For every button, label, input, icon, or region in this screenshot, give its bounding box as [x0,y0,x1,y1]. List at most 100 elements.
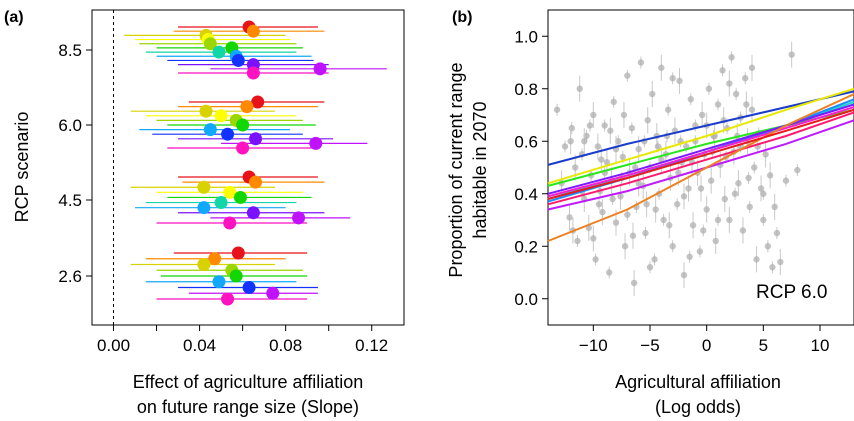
panel-b-y-axis-title-line-2: habitable in 2070 [470,101,490,238]
observation-point [794,166,801,174]
observation-point [630,279,638,287]
panel-b-plot-frame [547,9,854,326]
estimate-point [246,66,260,80]
observation-point [574,237,581,245]
observation-point [553,106,561,113]
observation-point [714,216,722,224]
observation-point [572,164,579,171]
observation-point [788,51,795,58]
observation-point [743,101,750,108]
estimate-point [197,258,211,271]
observation-point [646,264,654,271]
estimate-point [233,190,247,204]
observation-point [595,201,603,208]
estimate-point [223,185,237,199]
observation-point [664,106,672,113]
observation-point [732,90,740,98]
observation-point [685,185,692,192]
panel-b-y-axis: 0.0 0.2 0.4 0.6 0.8 1.0 [514,27,548,309]
observation-point [675,169,682,176]
observation-point [760,190,767,197]
observation-point [652,206,659,213]
observation-point [594,143,602,150]
fit-line [547,87,854,185]
observation-point [603,159,611,166]
estimate-point [208,252,222,266]
observation-point [615,138,622,145]
observation-point [624,72,631,79]
observation-point [705,85,713,92]
observation-point [700,227,707,234]
estimate-point [313,62,327,76]
y-tick-label: 0.8 [514,80,538,99]
panel-a-plot-frame [91,9,405,326]
observation-point [696,248,704,255]
observation-point [637,59,645,66]
observation-point [746,203,753,211]
estimate-point [231,246,245,260]
estimate-point [223,216,237,230]
x-tick-label: 0.08 [269,336,302,355]
observation-point [708,177,715,184]
estimate-point [221,127,235,141]
panel-a-points [197,20,327,306]
observation-point [745,174,752,182]
estimate-point [292,211,306,225]
estimate-point [197,201,211,215]
observation-point [598,156,605,163]
observation-point [644,117,651,124]
observation-point [773,229,781,237]
observation-point [612,219,620,226]
x-tick-label: 5 [759,336,768,355]
observation-point [592,256,599,263]
estimate-point [236,141,250,155]
observation-point [766,172,774,179]
observation-point [601,122,608,129]
observation-point [742,75,749,82]
panel-a-x-axis-title-line-1: Effect of agriculture affiliation [133,372,363,392]
observation-point [607,127,614,134]
estimate-point [212,275,226,289]
observation-point [760,216,767,224]
y-tick-label: 1.0 [514,27,538,46]
estimate-point [214,109,228,123]
estimate-point [203,37,217,51]
observation-point [561,143,569,150]
observation-point [609,195,616,203]
observation-point [649,90,656,98]
observation-point [628,124,636,132]
observation-point [624,211,631,218]
panel-b: (b) 0.0 0.2 0.4 0.6 0.8 1.0 −10 −5 0 5 10 RCP 6.0… [446,9,854,417]
panel-a-label: (a) [4,9,24,26]
panel-b-x-axis-title-line-1: Agricultural affiliation [615,372,781,392]
observation-point [769,264,776,271]
panel-a-x-axis: 0.00 0.04 0.08 0.12 [97,325,388,355]
estimate-point [266,286,280,300]
y-tick-label: 0.2 [514,237,538,256]
panel-a-x-axis-title-line-2: on future range size (Slope) [137,397,359,417]
estimate-point [242,281,256,294]
panel-b-label: (b) [452,9,472,26]
estimate-point [221,292,235,306]
x-tick-label: 0.04 [183,336,216,355]
observation-point [566,214,573,221]
panel-a-y-axis: 8.5 6.0 4.5 2.6 [58,41,92,286]
y-tick-label: 4.5 [58,191,82,210]
observation-point [721,195,728,203]
observation-point [757,185,765,192]
observation-point [777,258,784,266]
y-tick-label: 0.4 [514,185,538,204]
observation-point [748,106,756,113]
x-tick-label: 10 [811,336,830,355]
observation-point [739,227,747,234]
estimate-point [246,206,260,220]
estimate-point [240,100,254,114]
observation-point [719,67,726,74]
observation-point [689,222,697,229]
observation-point [586,122,594,129]
estimate-point [249,175,263,189]
estimate-point [212,45,226,59]
panel-b-fit-lines [547,87,854,242]
panel-b-scenario-annotation: RCP 6.0 [756,282,827,303]
